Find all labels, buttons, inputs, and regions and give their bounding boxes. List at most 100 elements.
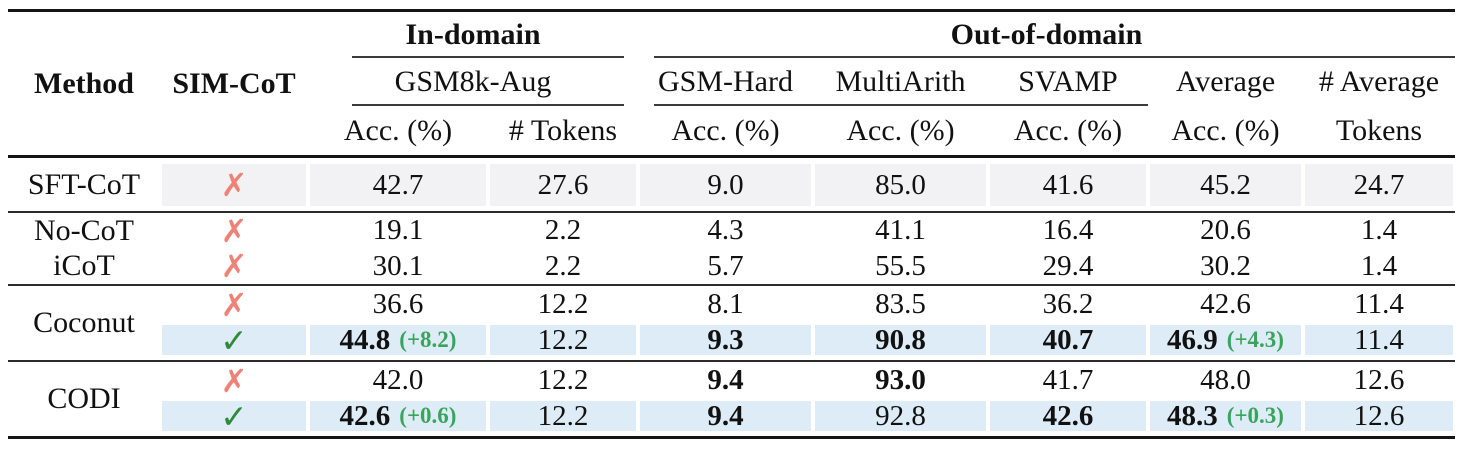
delta-annotation: (+0.3) [1226,403,1284,428]
value-cell: 9.3 [640,324,811,356]
check-icon: ✓ [220,320,248,360]
metric-header-num-tokens: # Tokens [508,113,618,147]
dataset-header-svamp: SVAMP [1018,65,1118,98]
value-cell: 12.2 [537,288,589,320]
metric-header-acc-svamp: Acc. (%) [1013,113,1123,147]
value-cell: 24.7 [1305,164,1453,206]
value-cell: 19.1 [372,214,424,246]
value-cell: 11.4 [1354,288,1404,320]
section-divider [8,211,1455,213]
metric-header-acc-gsm8k: Acc. (%) [343,113,453,147]
sim-cot-cell: ✗ [160,361,308,400]
cross-icon: ✗ [220,285,248,324]
value-cell: 36.6 [372,288,424,320]
cross-icon: ✗ [220,211,248,250]
value-cell: 30.2 [1200,249,1251,282]
sim-cot-cell: ✗ [160,211,308,250]
value-cell: 9.4 [707,364,744,396]
value-cell: 2.2 [544,249,582,282]
value-cell: 93.0 [875,364,926,396]
section-divider [8,360,1455,362]
value-cell: 92.8 [815,400,986,432]
value-cell: 46.9 (+4.3) [1150,323,1301,356]
sim-cot-cell: ✗ [160,247,308,285]
value: 48.3 [1167,399,1218,432]
cross-icon: ✗ [220,247,248,285]
table-header: Method SIM-CoT In-domain Out-of-domain G… [8,12,1455,155]
sim-cot-cell: ✗ [162,164,306,206]
method-label: SFT-CoT [27,167,141,201]
metric-header-acc-multiarith: Acc. (%) [846,113,955,147]
rule-under-out-of-domain [654,56,1455,58]
dataset-header-num-average: # Average [1318,65,1440,98]
value-cell: 9.0 [640,164,811,206]
dataset-header-gsm-hard: GSM-Hard [658,65,793,98]
value-cell: 1.4 [1360,249,1398,282]
value-cell: 11.4 [1305,324,1453,356]
value-cell: 45.2 [1150,164,1301,206]
header-bottom-rule [8,155,1455,158]
delta-annotation: (+4.3) [1226,327,1284,352]
rule-under-ood-datasets [654,104,1148,106]
value-cell: 16.4 [1042,214,1094,246]
value-cell: 42.7 [310,164,486,206]
value-cell: 2.2 [544,214,582,246]
rule-under-gsm8k-aug [352,104,624,106]
value-cell: 5.7 [707,249,744,282]
value-cell: 48.3 (+0.3) [1150,399,1301,432]
method-label: Coconut [33,306,135,339]
section-divider [8,284,1455,286]
check-icon: ✓ [220,396,248,436]
group-header-in-domain: In-domain [405,18,541,51]
dataset-header-gsm8k-aug: GSM8k-Aug [394,65,552,98]
section-coconut: Coconut ✗ 36.6 12.2 8.1 83.5 36.2 42.6 1… [8,286,1455,360]
value-cell: 12.2 [537,364,589,396]
value-cell: 44.8 (+8.2) [310,323,486,356]
value-cell: 42.0 [372,364,424,396]
delta-annotation: (+0.6) [399,403,457,428]
value-cell: 48.0 [1200,364,1251,396]
column-header-method: Method [34,66,134,100]
table-top-rule [8,9,1455,12]
column-header-sim-cot: SIM-CoT [172,66,296,100]
section-no-cot-icot: No-CoT ✗ 19.1 2.2 4.3 41.1 16.4 20.6 1.4… [8,211,1455,286]
section-codi: CODI ✗ 42.0 12.2 9.4 93.0 41.7 48.0 12.6… [8,362,1455,436]
value-cell: 27.6 [490,164,636,206]
value-cell: 41.7 [1042,364,1094,396]
rule-under-in-domain [352,56,624,58]
value-cell: 1.4 [1360,214,1398,246]
metric-header-acc-average: Acc. (%) [1171,113,1280,147]
value: 44.8 [339,323,391,356]
value-cell: 85.0 [815,164,986,206]
value-cell: 90.8 [815,324,986,356]
method-label: iCoT [53,249,115,282]
value-cell: 29.4 [1042,249,1094,282]
method-label: No-CoT [34,213,134,247]
section-sft-cot: SFT-CoT ✗ 42.7 27.6 9.0 85.0 41.6 45.2 2… [8,158,1455,211]
dataset-header-multiarith: MultiArith [835,65,966,98]
sim-cot-cell: ✓ [162,397,306,436]
value-cell: 41.6 [990,164,1146,206]
value-cell: 12.2 [490,324,636,356]
metric-header-avg-tokens: Tokens [1335,113,1423,147]
method-label: CODI [47,382,121,415]
value-cell: 36.2 [1042,288,1094,320]
value-cell: 55.5 [875,249,926,282]
value-cell: 41.1 [875,214,926,246]
value-cell: 42.6 [1200,288,1251,320]
sim-cot-cell: ✓ [162,321,306,360]
value-cell: 12.6 [1305,400,1453,432]
value-cell: 4.3 [707,214,744,246]
delta-annotation: (+8.2) [399,327,457,352]
value-cell: 30.1 [372,249,424,282]
cross-icon: ✗ [220,361,248,400]
value-cell: 9.4 [640,400,811,432]
value: 46.9 [1167,323,1218,356]
value-cell: 83.5 [875,288,926,320]
value-cell: 12.2 [490,400,636,432]
table-bottom-rule [8,436,1455,439]
metric-header-acc-gsm-hard: Acc. (%) [671,113,780,147]
value-cell: 42.6 (+0.6) [310,400,486,432]
group-header-out-of-domain: Out-of-domain [950,18,1143,51]
